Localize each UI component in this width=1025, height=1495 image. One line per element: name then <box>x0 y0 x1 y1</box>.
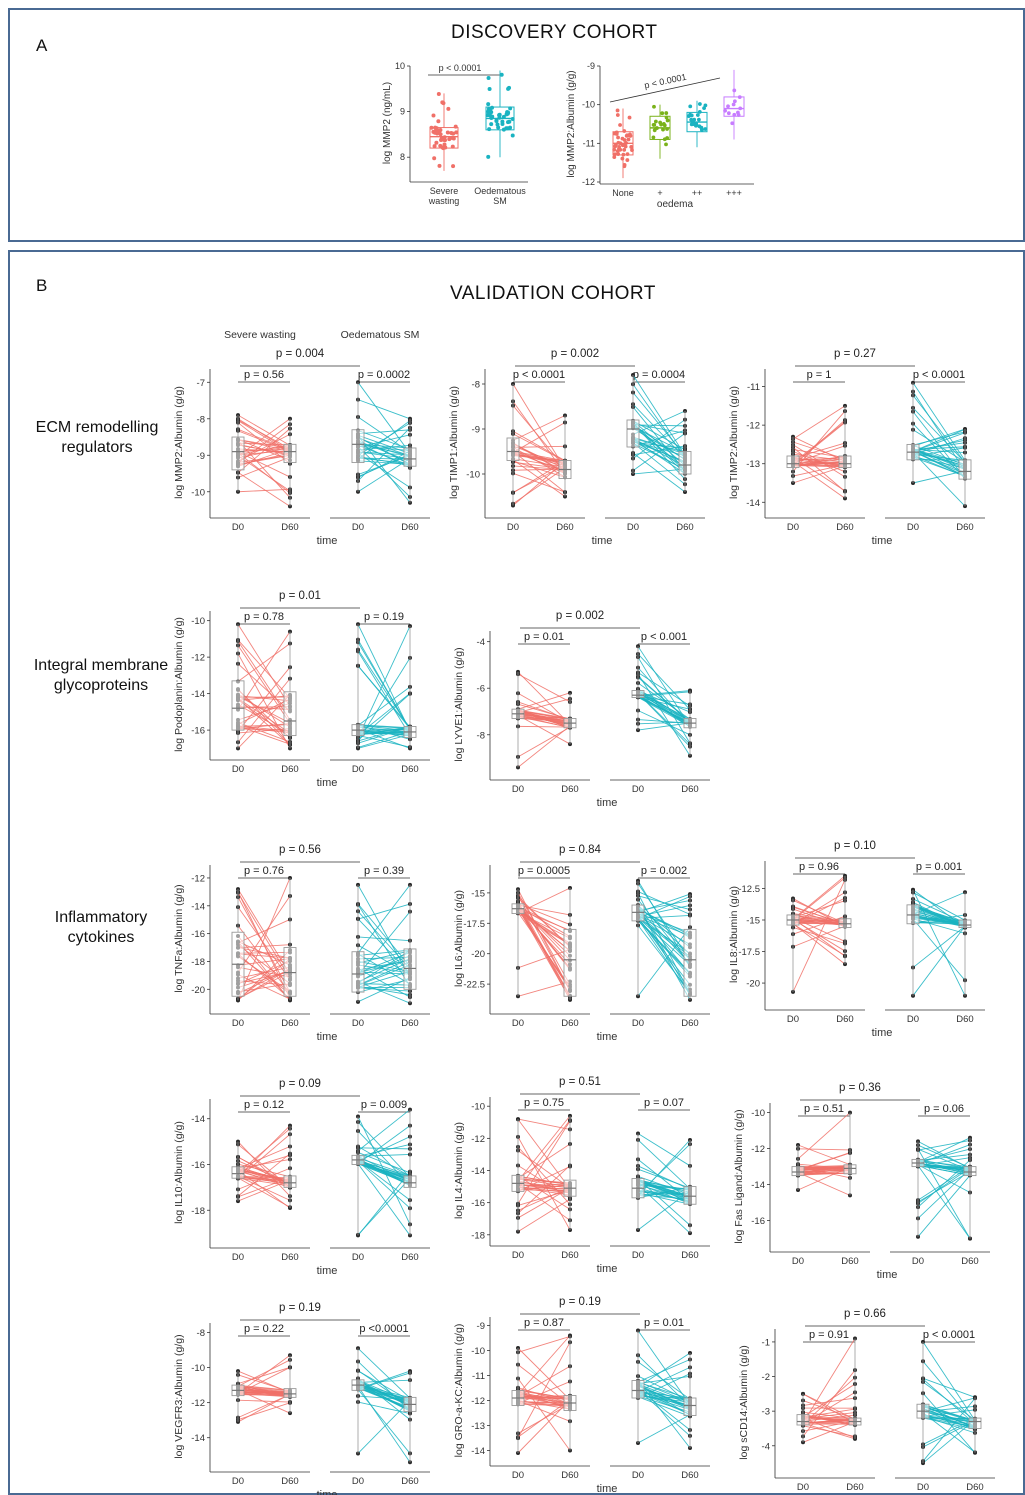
row-label-cytokines: Inflammatory cytokines <box>54 909 148 946</box>
panel-a-label: A <box>36 36 48 55</box>
row-label-membrane: Integral membrane glycoproteins <box>33 657 169 694</box>
panel-b-heading: VALIDATION COHORT <box>450 283 656 304</box>
panel-b-validation-cohort: B VALIDATION COHORT ECM remodelling regu… <box>8 250 1025 1495</box>
panel-a-discovery-cohort: A DISCOVERY COHORT <box>8 8 1025 242</box>
row-label-ecm: ECM remodelling regulators <box>35 419 159 456</box>
panel-a-heading: DISCOVERY COHORT <box>451 22 658 43</box>
panel-b-label: B <box>36 276 48 295</box>
